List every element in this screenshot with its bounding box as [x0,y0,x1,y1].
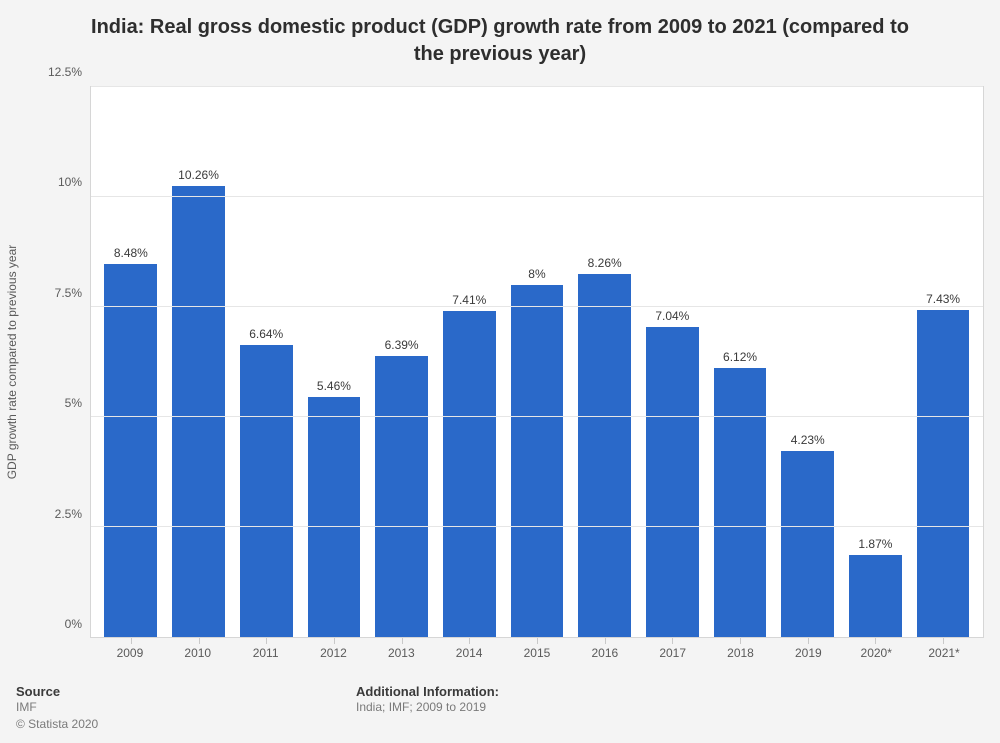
bar-value-label: 8.48% [114,246,148,260]
y-label-wrap: GDP growth rate compared to previous yea… [16,86,34,638]
bar-value-label: 6.64% [249,327,283,341]
bar-slot: 6.64% [232,87,300,637]
bar: 7.04% [646,327,699,637]
y-axis: 0%2.5%5%7.5%10%12.5% [34,86,90,638]
source-heading: Source [16,684,356,699]
y-tick-label: 10% [58,175,82,189]
footer: Source IMF © Statista 2020 Additional In… [16,684,984,733]
bar-value-label: 6.12% [723,350,757,364]
bar-value-label: 7.43% [926,292,960,306]
bar-slot: 10.26% [165,87,233,637]
bar-slot: 7.04% [639,87,707,637]
bar: 1.87% [849,555,902,637]
y-tick-label: 12.5% [48,65,82,79]
gridline [91,416,983,417]
footer-source: Source IMF © Statista 2020 [16,684,356,733]
x-tick-mark [740,638,741,644]
x-tick-mark [605,638,606,644]
footer-info: Additional Information: India; IMF; 2009… [356,684,984,733]
bar-value-label: 8% [528,267,545,281]
x-tick-mark [875,638,876,644]
plot-area: GDP growth rate compared to previous yea… [16,86,984,638]
bar-slot: 8.26% [571,87,639,637]
bar-slot: 6.12% [706,87,774,637]
bar-value-label: 1.87% [858,537,892,551]
gridline [91,196,983,197]
bar-slot: 6.39% [368,87,436,637]
bar-slot: 8% [503,87,571,637]
bar-slot: 4.23% [774,87,842,637]
x-tick-mark [131,638,132,644]
bar-value-label: 10.26% [178,168,219,182]
source-text: IMF [16,699,356,716]
x-tick-mark [808,638,809,644]
bar: 10.26% [172,186,225,638]
gridline [91,306,983,307]
bar-value-label: 4.23% [791,433,825,447]
info-heading: Additional Information: [356,684,984,699]
bar: 8% [511,285,564,637]
bars-layer: 8.48% 10.26% 6.64% 5.46% 6.39% 7.41% 8% 8.26% 7.… [91,87,983,637]
bar: 8.48% [104,264,157,637]
bar: 7.43% [917,310,970,637]
y-tick-label: 2.5% [55,507,82,521]
x-tick-mark [199,638,200,644]
x-tick-mark [334,638,335,644]
x-tick-mark [469,638,470,644]
bar-value-label: 7.41% [452,293,486,307]
bar: 6.39% [375,356,428,637]
bar-value-label: 8.26% [588,256,622,270]
info-text: India; IMF; 2009 to 2019 [356,699,984,716]
bar-value-label: 6.39% [385,338,419,352]
plot: 8.48% 10.26% 6.64% 5.46% 6.39% 7.41% 8% 8.26% 7.… [90,86,984,638]
bar-slot: 7.41% [435,87,503,637]
chart-title: India: Real gross domestic product (GDP)… [76,14,924,68]
y-axis-label: GDP growth rate compared to previous yea… [5,245,19,480]
bar-value-label: 7.04% [655,309,689,323]
x-tick-mark [402,638,403,644]
bar: 6.12% [714,368,767,637]
chart-container: India: Real gross domestic product (GDP)… [0,0,1000,743]
bar-slot: 7.43% [909,87,977,637]
x-tick-mark [537,638,538,644]
bar: 5.46% [308,397,361,637]
y-tick-label: 7.5% [55,286,82,300]
bar: 6.64% [240,345,293,637]
copyright-text: © Statista 2020 [16,716,356,733]
x-tick-mark [266,638,267,644]
y-tick-label: 0% [65,617,82,631]
bar: 7.41% [443,311,496,637]
x-tick-mark [672,638,673,644]
gridline [91,526,983,527]
x-tick-mark [943,638,944,644]
gridline [91,86,983,87]
bar: 4.23% [781,451,834,637]
bar-slot: 1.87% [842,87,910,637]
bar-slot: 8.48% [97,87,165,637]
y-tick-label: 5% [65,396,82,410]
bar-value-label: 5.46% [317,379,351,393]
bar-slot: 5.46% [300,87,368,637]
bar: 8.26% [578,274,631,638]
